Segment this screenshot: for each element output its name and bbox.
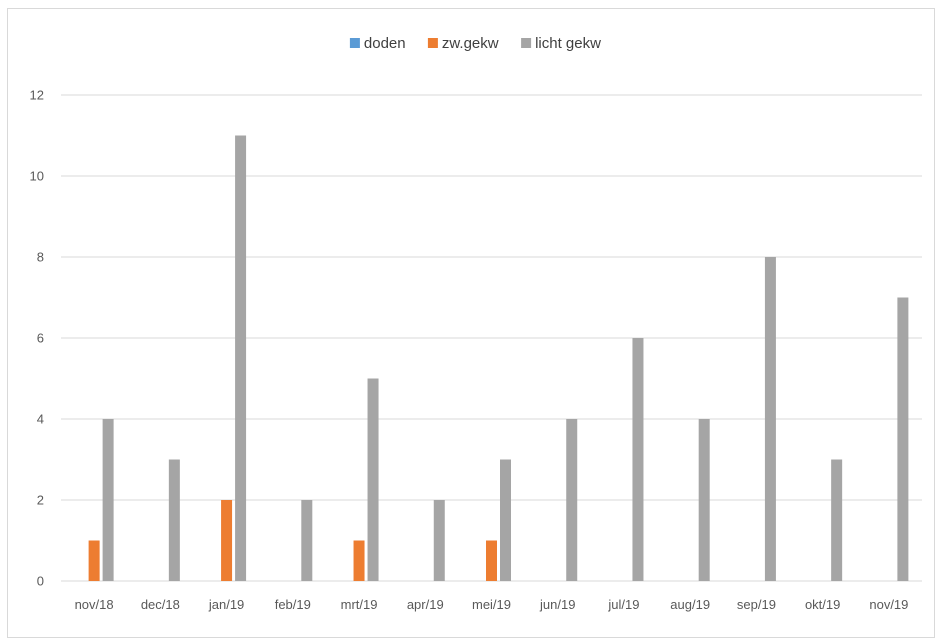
y-tick-label: 12 (30, 88, 44, 103)
y-tick-label: 2 (37, 493, 44, 508)
x-tick-label: feb/19 (275, 597, 311, 612)
bar-licht-gekw (367, 378, 379, 581)
legend-label: zw.gekw (442, 35, 499, 52)
bar-licht-gekw (566, 419, 578, 581)
bar-licht-gekw (698, 419, 710, 581)
y-tick-label: 4 (37, 412, 44, 427)
legend-label: licht gekw (535, 35, 601, 52)
x-tick-label: jan/19 (208, 597, 244, 612)
legend-swatch (349, 38, 360, 48)
bar-licht-gekw (168, 459, 180, 581)
x-tick-label: dec/18 (141, 597, 180, 612)
bar-licht-gekw (632, 338, 644, 581)
chart-frame (7, 8, 935, 638)
bar-licht-gekw (897, 297, 909, 581)
x-tick-label: nov/18 (75, 597, 114, 612)
y-tick-label: 6 (37, 331, 44, 346)
x-tick-label: nov/19 (869, 597, 908, 612)
x-tick-label: apr/19 (407, 597, 444, 612)
bar-licht-gekw (831, 459, 843, 581)
x-tick-label: mei/19 (472, 597, 511, 612)
bar-licht-gekw (102, 419, 114, 581)
y-tick-label: 10 (30, 169, 44, 184)
bar-zw-gekw (353, 540, 365, 581)
bar-licht-gekw (500, 459, 511, 581)
legend-swatch (521, 38, 532, 48)
x-tick-label: aug/19 (670, 597, 710, 612)
x-tick-label: mrt/19 (341, 597, 378, 612)
bar-licht-gekw (433, 500, 445, 581)
legend-label: doden (364, 35, 406, 52)
x-tick-label: jun/19 (539, 597, 575, 612)
y-tick-label: 0 (37, 574, 44, 589)
x-tick-label: okt/19 (805, 597, 840, 612)
bar-zw-gekw (88, 540, 100, 581)
bar-zw-gekw (486, 540, 497, 581)
bar-licht-gekw (235, 135, 247, 581)
x-tick-label: sep/19 (737, 597, 776, 612)
x-tick-label: jul/19 (607, 597, 639, 612)
legend-swatch (427, 38, 438, 48)
bar-zw-gekw (221, 500, 233, 581)
bar-licht-gekw (764, 257, 776, 581)
bar-licht-gekw (301, 500, 313, 581)
y-tick-label: 8 (37, 250, 44, 265)
